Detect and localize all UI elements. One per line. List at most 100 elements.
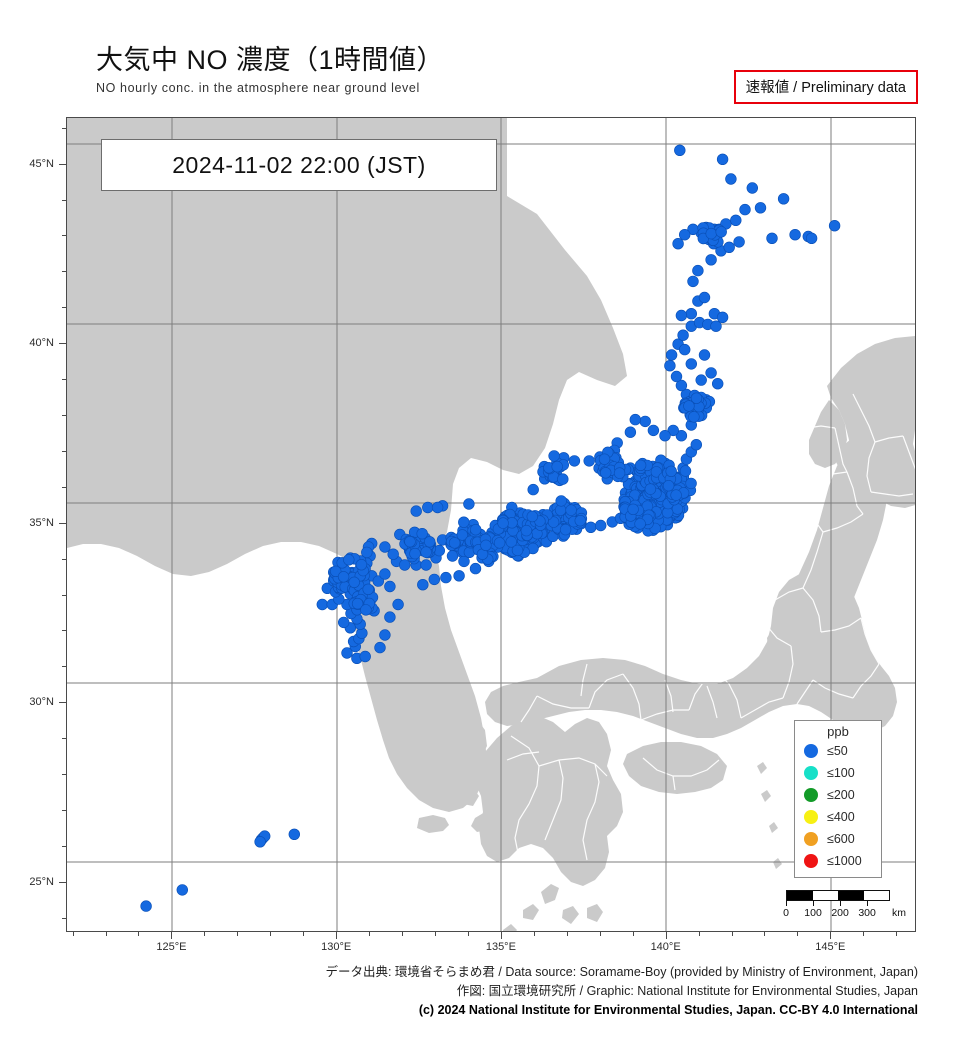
scale-bar-label: 100	[804, 907, 822, 919]
lat-tick-minor	[62, 128, 66, 129]
station-marker	[734, 237, 745, 248]
footer-data-source: データ出典: 環境省そらまめ君 / Data source: Soramame-…	[0, 963, 918, 982]
preliminary-data-badge: 速報値 / Preliminary data	[734, 70, 918, 104]
map-page: 大気中 NO 濃度（1時間値） NO hourly conc. in the a…	[0, 0, 980, 1060]
legend-row: ≤100	[795, 762, 881, 784]
legend-row: ≤600	[795, 828, 881, 850]
station-marker	[441, 572, 452, 583]
station-marker	[678, 330, 689, 341]
scale-bar-segment	[787, 891, 813, 900]
station-marker	[424, 536, 435, 547]
lon-tick-minor	[732, 932, 733, 936]
station-marker	[560, 524, 571, 535]
scale-bar-tick	[840, 901, 841, 906]
station-marker	[628, 504, 639, 515]
station-marker	[380, 569, 391, 580]
legend-label: ≤200	[827, 788, 855, 802]
station-marker	[635, 460, 646, 471]
station-marker	[630, 414, 641, 425]
lat-tick-label: 40°N	[29, 337, 54, 349]
station-marker	[569, 456, 580, 467]
station-marker	[689, 412, 700, 423]
station-marker	[385, 612, 396, 623]
station-marker	[747, 183, 758, 194]
legend-color-dot	[804, 832, 818, 846]
scale-bar-segment	[838, 891, 864, 900]
station-marker	[686, 308, 697, 319]
station-marker	[806, 233, 817, 244]
lon-tick-minor	[633, 932, 634, 936]
station-marker	[717, 312, 728, 323]
legend-row: ≤400	[795, 806, 881, 828]
legend-row: ≤200	[795, 784, 881, 806]
station-marker	[693, 265, 704, 276]
lon-tick	[171, 932, 172, 939]
station-marker	[375, 642, 386, 653]
legend-label: ≤600	[827, 832, 855, 846]
station-marker	[679, 344, 690, 355]
station-marker	[494, 538, 505, 549]
scale-bar-label: 200	[831, 907, 849, 919]
lat-tick-label: 30°N	[29, 696, 54, 708]
station-marker	[521, 525, 532, 536]
legend-color-dot	[804, 810, 818, 824]
station-marker	[706, 368, 717, 379]
lon-tick-minor	[764, 932, 765, 936]
lat-tick-minor	[62, 559, 66, 560]
lon-tick-minor	[106, 932, 107, 936]
station-marker	[481, 540, 492, 551]
lat-tick-minor	[62, 451, 66, 452]
legend-title: ppb	[795, 724, 881, 739]
station-marker	[361, 605, 372, 616]
station-marker	[790, 229, 801, 240]
station-marker	[778, 193, 789, 204]
station-marker	[585, 522, 596, 533]
station-marker	[566, 505, 577, 516]
station-marker	[645, 484, 656, 495]
station-marker	[338, 571, 349, 582]
station-marker	[549, 451, 560, 462]
station-marker	[600, 467, 611, 478]
lat-tick	[59, 882, 66, 883]
station-marker	[343, 554, 354, 565]
station-marker	[712, 378, 723, 389]
lon-tick-minor	[73, 932, 74, 936]
scale-bar-label: 300	[858, 907, 876, 919]
map-plot-area[interactable]: 2024-11-02 22:00 (JST) ppb ≤50 ≤100 ≤200 ≤4…	[66, 117, 916, 932]
timestamp-text: 2024-11-02 22:00 (JST)	[172, 152, 426, 179]
lon-tick-minor	[567, 932, 568, 936]
scale-bar-tick	[867, 901, 868, 906]
lon-tick	[336, 932, 337, 939]
lon-tick-minor	[863, 932, 864, 936]
station-marker	[405, 536, 416, 547]
legend-color-dot	[804, 854, 818, 868]
station-marker	[660, 430, 671, 441]
station-marker	[666, 350, 677, 361]
lat-tick-minor	[62, 379, 66, 380]
station-marker	[740, 204, 751, 215]
scale-bar-tick	[813, 901, 814, 906]
lon-tick-label: 135°E	[486, 941, 516, 953]
station-marker	[360, 651, 371, 662]
station-marker	[640, 416, 651, 427]
lat-tick-minor	[62, 487, 66, 488]
station-marker	[674, 145, 685, 156]
lon-tick	[666, 932, 667, 939]
station-marker	[755, 202, 766, 213]
scale-bar-segment	[813, 891, 839, 900]
legend-row: ≤1000	[795, 850, 881, 872]
scale-bar-ticks	[786, 901, 890, 906]
lat-tick-minor	[62, 738, 66, 739]
station-marker	[717, 154, 728, 165]
station-marker	[696, 375, 707, 386]
footer-copyright: (c) 2024 National Institute for Environm…	[0, 1001, 918, 1020]
station-marker	[686, 478, 697, 489]
scale-bar-labels: 0 100 200 300 km	[786, 907, 890, 921]
legend-box: ppb ≤50 ≤100 ≤200 ≤400 ≤600 ≤1000	[794, 720, 882, 878]
station-marker	[498, 518, 509, 529]
lon-tick	[501, 932, 502, 939]
station-marker	[458, 517, 469, 528]
lat-tick-label: 45°N	[29, 158, 54, 170]
lon-tick-minor	[534, 932, 535, 936]
station-marker	[454, 570, 465, 581]
